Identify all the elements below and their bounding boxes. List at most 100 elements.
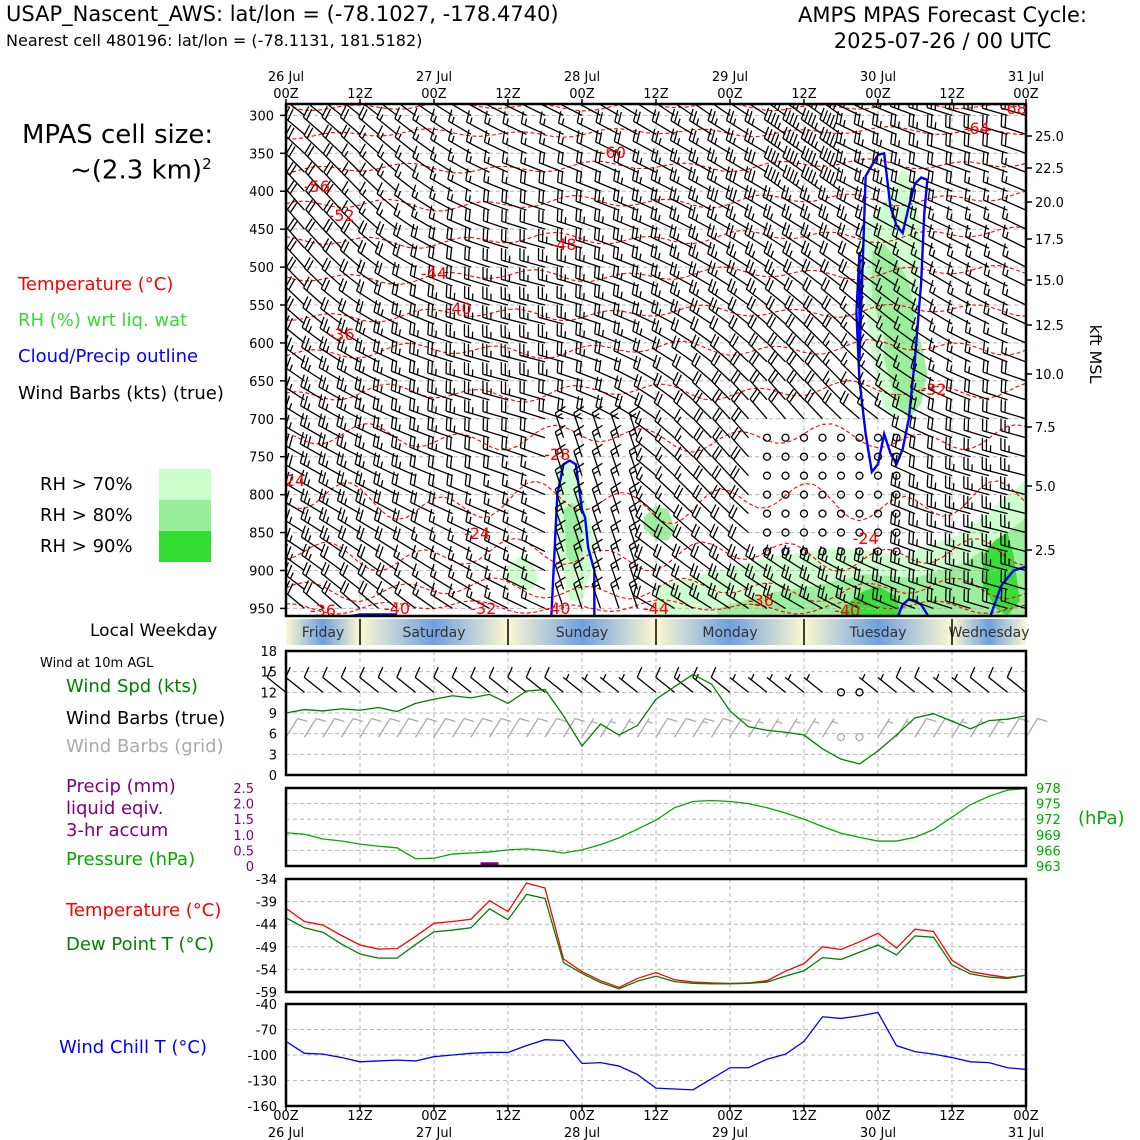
wind-barb-upper-air-flag <box>706 204 712 217</box>
wind-barb-upper-air-flag <box>763 222 769 235</box>
wind-barb-upper-air-staff <box>767 379 786 401</box>
wind-barb-upper-air-flag <box>554 481 566 490</box>
wind-barb-upper-air-flag <box>770 372 779 384</box>
wind-barb-upper-air-flag <box>324 91 329 102</box>
wind-barb-upper-air-flag <box>763 126 770 139</box>
wind-barb-upper-air <box>944 494 971 515</box>
wind-barb-upper-air <box>304 218 324 249</box>
wind-barb-upper-air-flag <box>635 246 639 259</box>
wind-barb-upper-air-flag <box>376 163 384 175</box>
wind-barb-upper-air <box>800 126 823 154</box>
wind-barb-upper-air-flag <box>484 110 488 123</box>
wind-barb-upper-air <box>374 240 398 268</box>
wind-barb-upper-air-staff <box>632 179 657 192</box>
wind-barb-upper-air <box>1000 399 1026 420</box>
wind-barb-upper-air-flag <box>712 407 720 419</box>
wind-barb-upper-air-flag <box>593 246 597 259</box>
pressure-tick-label: 850 <box>249 527 274 542</box>
wind-barb-upper-air-flag <box>575 284 577 298</box>
wind-barb-upper-air-half-flag <box>432 193 436 200</box>
wind-barb-upper-air-flag <box>336 413 341 427</box>
wind-barb-upper-air-flag <box>785 332 794 344</box>
wind-barb-upper-air-half-flag <box>777 141 781 149</box>
wind-barb-upper-air-half-flag <box>916 539 918 547</box>
wind-barb-upper-air-flag <box>871 112 875 125</box>
wind-barb-upper-air-staff <box>392 537 416 553</box>
wind-barb-upper-air-staff <box>763 251 786 268</box>
wind-barb-upper-air-flag <box>304 218 313 230</box>
wind-barb-upper-air-flag <box>785 224 791 237</box>
wind-barb-upper-air-staff <box>447 538 472 553</box>
wind-barb-upper-air-flag <box>575 189 578 202</box>
wind-barb-upper-air-half-flag <box>380 309 384 316</box>
wind-barb-upper-air-flag <box>342 582 350 595</box>
wind-barb-upper-air <box>304 237 324 268</box>
wind-barb-upper-air-staff <box>337 328 361 344</box>
wind-barb-upper-air-flag <box>748 351 757 363</box>
wind-barb-upper-air <box>338 543 361 572</box>
wind-barb-upper-air <box>650 225 675 249</box>
wind-barb-upper-air-flag <box>725 147 730 160</box>
wind-barb-upper-air <box>707 563 731 590</box>
wind-barb-upper-air-flag <box>307 183 316 195</box>
height-tick-label: 25.0 <box>1035 130 1064 145</box>
wind-barb-upper-air-staff <box>286 483 305 496</box>
wind-barb-upper-air <box>744 222 768 249</box>
wind-barb-upper-air-flag <box>464 188 468 201</box>
wind-barb-upper-air <box>409 416 435 439</box>
wind-barb-upper-air <box>554 481 566 514</box>
wind-barb-upper-air-staff <box>707 158 731 173</box>
wind-barb-upper-air <box>804 370 823 401</box>
wind-barb-upper-air <box>446 187 472 211</box>
wind-barb-upper-air-flag <box>523 191 526 204</box>
wind-barb-upper-air-staff <box>650 198 675 211</box>
wind-barb-upper-air <box>411 563 435 590</box>
wind-barb-upper-air-half-flag <box>361 132 367 139</box>
wind-barb-upper-air-flag <box>322 338 328 351</box>
wind-barb-upper-air-flag <box>377 528 383 541</box>
wind-barb-upper-air-flag <box>412 342 416 355</box>
wind-barb-upper-air-staff <box>356 290 379 306</box>
wind-barb-upper-air-staff <box>447 520 472 534</box>
wind-barb-upper-air <box>519 189 546 211</box>
wind-barb-upper-air-flag <box>598 151 602 164</box>
wind-barb-upper-air-staff <box>692 381 712 401</box>
wind-barb-upper-air <box>375 201 398 230</box>
wind-barb-upper-air <box>393 202 416 230</box>
wind-barb-upper-air-half-flag <box>379 209 384 216</box>
wind-barb-upper-air-flag <box>945 151 948 164</box>
wind-barb-upper-air-flag <box>394 107 401 119</box>
wind-barb-upper-air-half-flag <box>814 141 818 149</box>
wind-barb-upper-air-staff <box>672 382 694 401</box>
wind-barb-upper-air-flag <box>269 584 274 595</box>
wind-barb-upper-air-flag <box>963 151 966 164</box>
wind-barb-upper-air-flag <box>410 223 415 236</box>
wind-barb-upper-air-flag <box>673 282 678 295</box>
wind-barb-upper-air <box>670 563 694 590</box>
wind-barb-upper-air-flag <box>464 454 467 467</box>
wind-barb-upper-air-flag <box>673 130 678 143</box>
wind-barb-upper-air-flag <box>412 380 416 393</box>
wind-barb-upper-air-flag <box>591 424 603 433</box>
wind-barb-upper-air-flag <box>392 526 398 539</box>
wind-barb-upper-air-flag <box>359 281 365 294</box>
wind-barb-upper-air-flag <box>773 104 777 108</box>
wind-barb-upper-air-staff <box>464 258 490 268</box>
pressure-tick-label: 500 <box>249 261 274 276</box>
wind-barb-upper-air-half-flag <box>861 120 864 128</box>
wind-barb-upper-air-flag <box>671 543 678 556</box>
wind-barb-upper-air-flag <box>579 209 582 223</box>
wind-barb-upper-air-flag <box>321 580 328 592</box>
wind-barb-upper-air-flag <box>706 147 712 160</box>
wind-barb-upper-air <box>631 244 657 268</box>
wind-barb-upper-air <box>804 351 823 382</box>
wind-barb-upper-air-staff <box>302 590 324 609</box>
wind-barb-upper-air-staff <box>636 104 657 116</box>
wind-barb-upper-air <box>784 295 805 325</box>
wind-barb-upper-air-half-flag <box>361 189 367 196</box>
wind-barb-upper-air-staff <box>484 521 509 534</box>
wind-barb-upper-air <box>632 583 657 609</box>
wind-barb-upper-air-staff <box>633 120 657 135</box>
wind-barb-upper-air-flag <box>324 582 331 595</box>
wind-barb-upper-air-half-flag <box>325 403 329 411</box>
